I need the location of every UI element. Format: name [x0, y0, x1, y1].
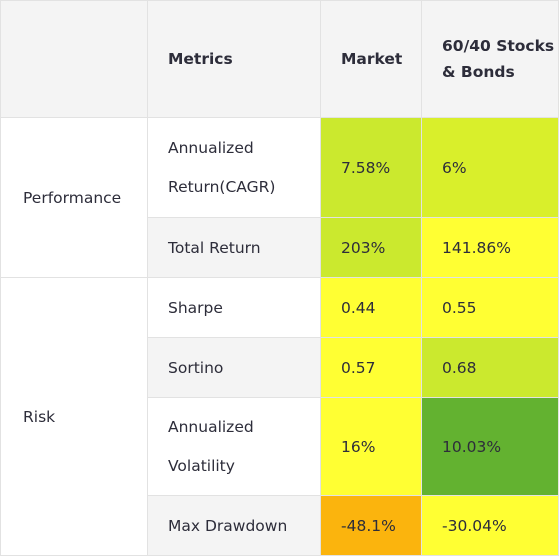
table-row-volatility: Annualized Volatility 16% 10.03% — [1, 397, 559, 496]
metric-volatility: Annualized Volatility — [147, 397, 321, 496]
sortino-stocks-bonds-value: 0.68 — [421, 337, 559, 398]
group-label-performance: Performance — [0, 117, 148, 278]
volatility-stocks-bonds-value: 10.03% — [421, 397, 559, 496]
cagr-stocks-bonds-value: 6% — [421, 117, 559, 218]
header-empty-cell — [0, 0, 148, 118]
header-row: Metrics Market 60/40 Stocks & Bonds — [0, 0, 559, 118]
drawdown-stocks-bonds-value: -30.04% — [421, 495, 559, 556]
table-row-max-drawdown: Max Drawdown -48.1% -30.04% — [1, 495, 559, 556]
header-market: Market — [320, 0, 422, 118]
metric-total-return: Total Return — [147, 217, 321, 278]
sortino-market-value: 0.57 — [320, 337, 422, 398]
total-return-stocks-bonds-value: 141.86% — [421, 217, 559, 278]
total-return-market-value: 203% — [320, 217, 422, 278]
header-metrics: Metrics — [147, 0, 321, 118]
table-row-sortino: Sortino 0.57 0.68 — [1, 337, 559, 398]
volatility-market-value: 16% — [320, 397, 422, 496]
header-stocks-bonds: 60/40 Stocks & Bonds — [421, 0, 559, 118]
metric-max-drawdown: Max Drawdown — [147, 495, 321, 556]
metric-sortino: Sortino — [147, 337, 321, 398]
group-label-risk: Risk — [0, 277, 148, 556]
sharpe-stocks-bonds-value: 0.55 — [421, 277, 559, 338]
table-row-total-return: Total Return 203% 141.86% — [1, 217, 559, 278]
metric-sharpe: Sharpe — [147, 277, 321, 338]
table-row-sharpe: Risk Sharpe 0.44 0.55 — [0, 277, 559, 556]
table-row-cagr: Performance Annualized Return(CAGR) 7.58… — [0, 117, 559, 278]
sharpe-market-value: 0.44 — [320, 277, 422, 338]
drawdown-market-value: -48.1% — [320, 495, 422, 556]
cagr-market-value: 7.58% — [320, 117, 422, 218]
metric-cagr: Annualized Return(CAGR) — [147, 117, 321, 218]
